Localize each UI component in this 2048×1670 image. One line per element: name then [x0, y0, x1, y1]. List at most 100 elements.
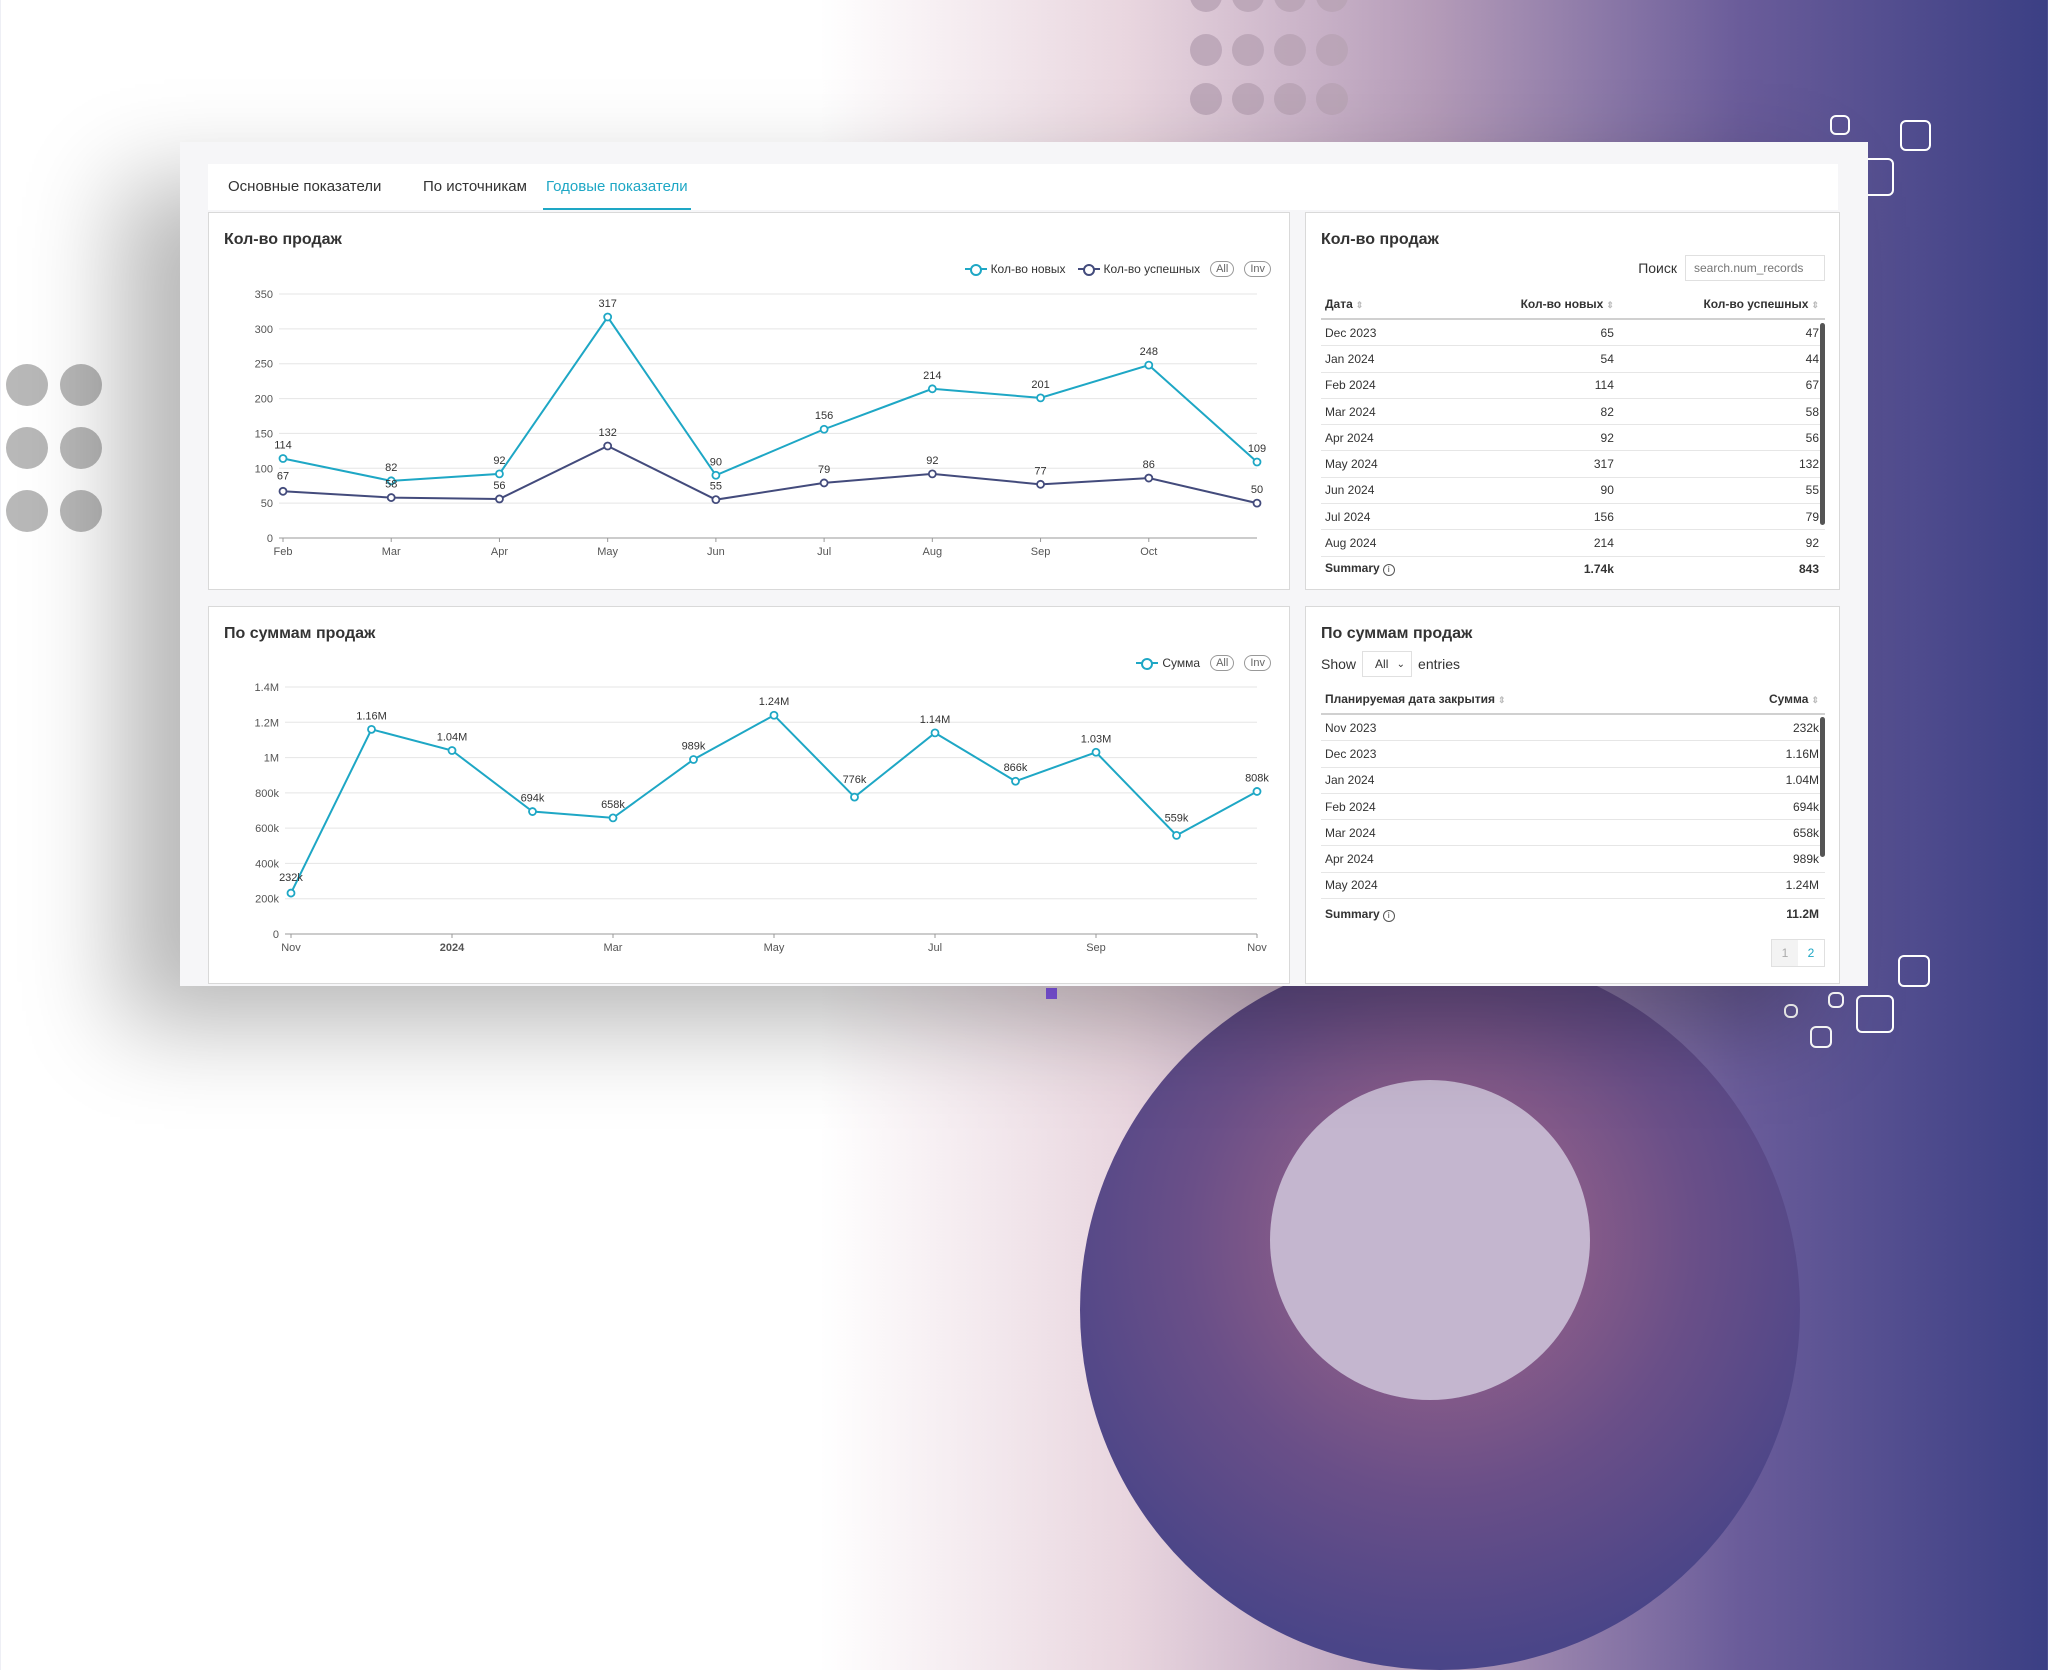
x-tick-label: May [764, 942, 785, 954]
data-label: 866k [1004, 762, 1028, 774]
data-point [386, 493, 396, 502]
tab-bar: Основные показатели По источникам Годовы… [208, 164, 1838, 210]
x-tick-label: Nov [281, 942, 301, 954]
data-label: 82 [385, 462, 397, 474]
decor-dot [6, 364, 48, 406]
chart-legend: Кол-во новых Кол-во успешных All Inv [959, 261, 1271, 277]
legend-inv-button[interactable]: Inv [1244, 261, 1271, 277]
decor-dot [1190, 83, 1222, 115]
data-point [386, 476, 396, 486]
table-cell: 82 [1451, 398, 1620, 426]
table-cell: Nov 2023 [1321, 714, 1705, 742]
sales-sum-table: Планируемая дата закрытия ⇕ Сумма ⇕ Nov 20… [1321, 685, 1825, 930]
x-tick-label: 2024 [440, 942, 465, 954]
page-button-1[interactable]: 1 [1772, 940, 1798, 966]
legend-item-sum[interactable]: Сумма [1136, 656, 1200, 670]
x-tick-label: Oct [1140, 546, 1157, 558]
column-header-sum[interactable]: Сумма ⇕ [1704, 685, 1825, 715]
column-header-close-date[interactable]: Планируемая дата закрытия ⇕ [1321, 685, 1705, 715]
summary-new: 1.74k [1451, 555, 1620, 581]
data-point [927, 384, 937, 394]
tab-main-indicators[interactable]: Основные показатели [228, 178, 382, 195]
table-scrollbar[interactable] [1820, 323, 1825, 525]
decor-square [1828, 992, 1844, 1008]
data-label: 92 [926, 455, 938, 467]
legend-all-button[interactable]: All [1210, 261, 1235, 277]
entries-label: entries [1418, 656, 1461, 672]
summary-success: 843 [1619, 555, 1825, 581]
table-cell: 232k [1704, 714, 1825, 742]
table-cell: Dec 2023 [1321, 319, 1452, 347]
column-header-date[interactable]: Дата ⇕ [1321, 290, 1452, 320]
data-label: 808k [1245, 772, 1269, 784]
tab-by-sources[interactable]: По источникам [423, 178, 527, 195]
data-point [286, 888, 296, 898]
decor-dot [1274, 83, 1306, 115]
y-tick-label: 0 [273, 929, 279, 941]
legend-symbol-icon [1077, 264, 1100, 276]
table-cell: May 2024 [1321, 450, 1452, 478]
table-scrollbar[interactable] [1820, 717, 1825, 857]
decor-square [1784, 1004, 1798, 1018]
data-point [528, 807, 537, 816]
y-tick-label: 350 [255, 289, 273, 301]
data-label: 79 [818, 464, 830, 476]
table-row: Jun 2024 90 55 [1321, 477, 1825, 505]
table-cell: May 2024 [1321, 872, 1705, 900]
decor-dot [1316, 34, 1348, 66]
data-label: 50 [1251, 484, 1263, 496]
decor-dot [6, 427, 48, 469]
data-label: 1.03M [1081, 733, 1112, 745]
data-point [769, 710, 779, 720]
sort-icon: ⇕ [1497, 695, 1506, 705]
entries-select-value: All [1375, 657, 1389, 671]
decor-dot [1232, 34, 1264, 66]
data-point [1091, 747, 1101, 757]
data-point [819, 424, 829, 434]
table-row: Feb 2024 694k [1321, 793, 1825, 821]
x-tick-label: Feb [274, 546, 293, 558]
table-cell: 65 [1451, 319, 1620, 347]
info-icon[interactable]: i [1382, 564, 1395, 577]
data-label: 1.24M [759, 696, 790, 708]
table-row: May 2024 1.24M [1321, 872, 1825, 900]
data-label: 92 [493, 455, 505, 467]
page-button-2[interactable]: 2 [1807, 946, 1815, 960]
data-point [689, 755, 698, 764]
panel-title: По суммам продаж [1321, 625, 1473, 642]
data-label: 86 [1143, 459, 1155, 471]
data-point [1252, 498, 1262, 508]
data-label: 658k [601, 799, 625, 811]
data-label: 694k [521, 793, 545, 805]
search-label: Поиск [1638, 260, 1677, 276]
legend-item-success[interactable]: Кол-во успешных [1077, 262, 1200, 276]
column-header-success[interactable]: Кол-во успешных ⇕ [1619, 290, 1825, 320]
data-label: 317 [598, 298, 616, 310]
decor-dot [1190, 0, 1222, 12]
table-cell: 132 [1619, 450, 1825, 478]
table-row: Jul 2024 156 79 [1321, 503, 1825, 531]
series-line [282, 444, 1258, 505]
table-row: Mar 2024 658k [1321, 819, 1825, 847]
data-label: 55 [710, 481, 722, 493]
info-icon[interactable]: i [1382, 909, 1395, 922]
data-point [495, 469, 504, 479]
legend-label: Кол-во новых [990, 262, 1066, 276]
table-cell: Mar 2024 [1321, 398, 1452, 426]
legend-item-new[interactable]: Кол-во новых [964, 262, 1066, 276]
table-cell: 92 [1451, 424, 1620, 452]
x-tick-label: Sep [1031, 546, 1051, 558]
y-tick-label: 250 [255, 359, 273, 371]
tab-annual-indicators[interactable]: Годовые показатели [543, 164, 691, 210]
search-input[interactable] [1685, 255, 1825, 281]
table-cell: Jun 2024 [1321, 477, 1452, 505]
column-header-new[interactable]: Кол-во новых ⇕ [1451, 290, 1620, 320]
entries-select[interactable]: All ⌄ [1362, 651, 1413, 677]
x-tick-label: Sep [1086, 942, 1106, 954]
table-cell: Dec 2023 [1321, 740, 1705, 768]
y-tick-label: 100 [255, 463, 273, 475]
legend-all-button[interactable]: All [1210, 655, 1235, 671]
legend-inv-button[interactable]: Inv [1244, 655, 1271, 671]
data-label: 989k [682, 741, 706, 753]
data-point [819, 478, 829, 488]
